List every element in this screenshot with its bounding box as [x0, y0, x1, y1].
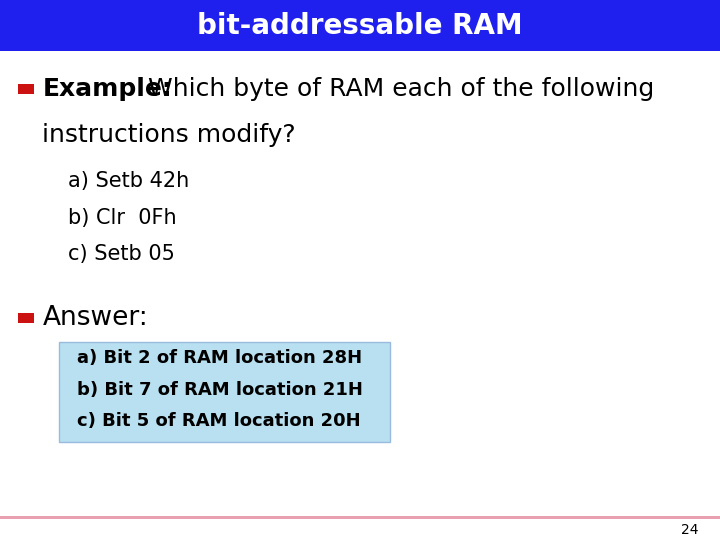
- Text: Example:: Example:: [42, 77, 172, 101]
- Text: c) Bit 5 of RAM location 20H: c) Bit 5 of RAM location 20H: [77, 412, 361, 430]
- Bar: [0, 516, 720, 519]
- Bar: [18, 313, 34, 323]
- Text: b) Clr  0Fh: b) Clr 0Fh: [68, 207, 177, 227]
- Bar: [59, 342, 390, 442]
- Text: Answer:: Answer:: [42, 305, 148, 331]
- Text: 24: 24: [681, 523, 698, 537]
- Bar: [0, 0, 720, 51]
- Text: b) Bit 7 of RAM location 21H: b) Bit 7 of RAM location 21H: [77, 381, 363, 399]
- Bar: [18, 84, 34, 94]
- Text: c) Setb 05: c) Setb 05: [68, 244, 175, 264]
- Text: Which byte of RAM each of the following: Which byte of RAM each of the following: [140, 77, 654, 101]
- Text: instructions modify?: instructions modify?: [42, 123, 296, 147]
- Text: bit-addressable RAM: bit-addressable RAM: [197, 12, 523, 39]
- Text: a) Setb 42h: a) Setb 42h: [68, 171, 189, 191]
- Text: a) Bit 2 of RAM location 28H: a) Bit 2 of RAM location 28H: [77, 349, 362, 367]
